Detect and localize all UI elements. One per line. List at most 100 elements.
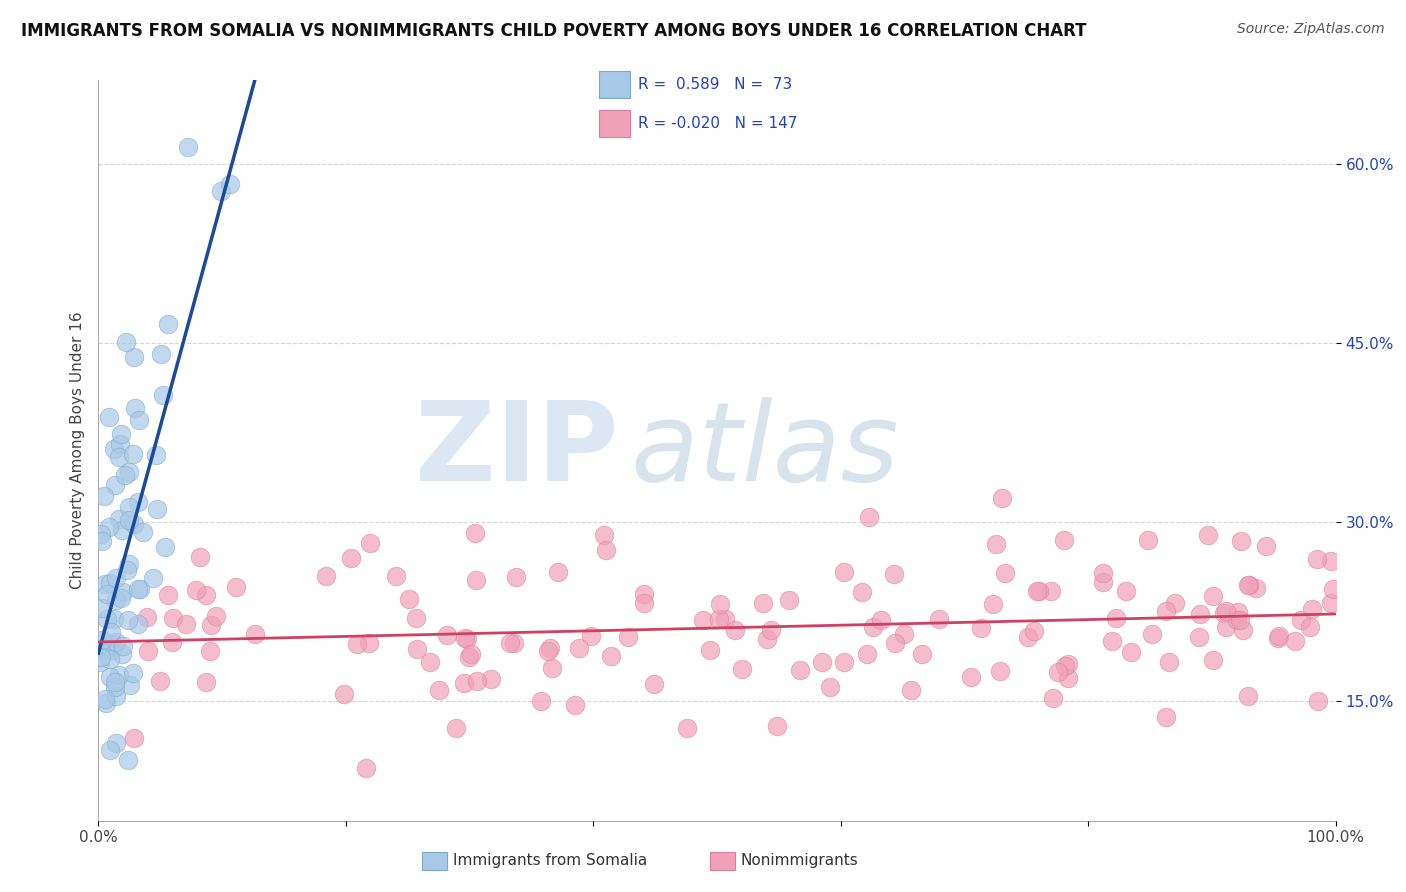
Point: [832, 566, 855, 580]
Point: [110, 426, 132, 441]
Point: [1057, 657, 1080, 671]
Point: [633, 587, 655, 601]
Point: [731, 662, 754, 676]
Point: [928, 612, 950, 626]
Point: [1156, 710, 1178, 724]
Point: [1268, 629, 1291, 643]
Point: [911, 648, 934, 662]
Point: [1136, 533, 1159, 547]
Point: [90, 527, 112, 541]
Point: [851, 585, 873, 599]
Point: [759, 623, 782, 637]
Point: [1232, 623, 1254, 637]
Text: ZIP: ZIP: [415, 397, 619, 504]
Point: [460, 647, 482, 661]
Point: [1230, 534, 1253, 549]
Point: [104, 681, 127, 695]
Point: [714, 612, 737, 626]
Point: [464, 526, 486, 541]
Point: [1105, 611, 1128, 625]
Point: [479, 672, 502, 686]
Point: [218, 177, 240, 191]
Point: [858, 510, 880, 524]
Point: [121, 666, 143, 681]
Point: [1237, 578, 1260, 592]
Point: [870, 613, 893, 627]
Point: [709, 597, 731, 611]
Point: [454, 631, 477, 645]
Point: [149, 347, 172, 361]
Point: [1308, 694, 1330, 708]
Point: [111, 639, 134, 653]
Point: [1017, 630, 1039, 644]
Point: [778, 592, 800, 607]
Point: [118, 557, 141, 571]
Point: [104, 736, 127, 750]
Point: [127, 616, 149, 631]
Point: [97, 409, 120, 424]
Point: [104, 689, 127, 703]
Point: [117, 613, 139, 627]
Point: [93, 576, 115, 591]
Point: [333, 687, 356, 701]
Point: [122, 516, 145, 531]
Point: [981, 597, 1004, 611]
Point: [883, 636, 905, 650]
Point: [564, 698, 586, 713]
Point: [108, 668, 131, 682]
Point: [94, 692, 117, 706]
Point: [1215, 620, 1237, 634]
Point: [756, 632, 779, 647]
Point: [340, 550, 363, 565]
Point: [110, 591, 132, 605]
Point: [200, 617, 222, 632]
Point: [160, 635, 183, 649]
Point: [1226, 605, 1249, 619]
Point: [89, 655, 111, 669]
Text: R = -0.020   N = 147: R = -0.020 N = 147: [638, 116, 797, 131]
Point: [643, 677, 665, 691]
Point: [970, 621, 993, 635]
Point: [104, 478, 127, 492]
Point: [505, 570, 527, 584]
Point: [1057, 671, 1080, 685]
Point: [114, 467, 136, 482]
Point: [105, 571, 128, 585]
Point: [453, 676, 475, 690]
Point: [122, 447, 145, 461]
Point: [111, 523, 134, 537]
Point: [405, 611, 427, 625]
Point: [538, 640, 561, 655]
Point: [707, 612, 730, 626]
Point: [633, 597, 655, 611]
Point: [419, 655, 441, 669]
Point: [359, 536, 381, 550]
Point: [1042, 690, 1064, 705]
Point: [194, 675, 217, 690]
Point: [108, 437, 131, 451]
Point: [960, 670, 983, 684]
Text: atlas: atlas: [630, 397, 898, 504]
Point: [122, 731, 145, 745]
Text: R =  0.589   N =  73: R = 0.589 N = 73: [638, 77, 793, 92]
Point: [547, 565, 569, 579]
Point: [789, 663, 811, 677]
Point: [1244, 581, 1267, 595]
Point: [1119, 645, 1142, 659]
Point: [103, 442, 125, 457]
Point: [186, 583, 208, 598]
Point: [1197, 527, 1219, 541]
Point: [1159, 655, 1181, 669]
Point: [96, 642, 118, 657]
Point: [994, 566, 1017, 581]
Point: [98, 743, 121, 757]
Point: [157, 589, 180, 603]
Point: [118, 678, 141, 692]
Point: [107, 511, 129, 525]
Text: IMMIGRANTS FROM SOMALIA VS NONIMMIGRANTS CHILD POVERTY AMONG BOYS UNDER 16 CORRE: IMMIGRANTS FROM SOMALIA VS NONIMMIGRANTS…: [21, 22, 1087, 40]
Point: [96, 696, 118, 710]
Point: [1291, 613, 1313, 627]
Text: Immigrants from Somalia: Immigrants from Somalia: [453, 854, 647, 868]
Point: [834, 656, 856, 670]
Point: [1301, 601, 1323, 615]
